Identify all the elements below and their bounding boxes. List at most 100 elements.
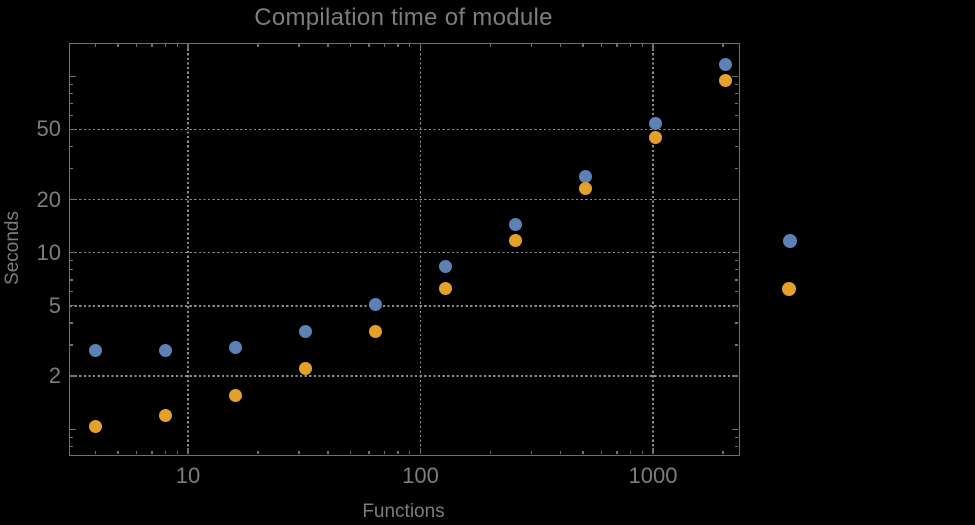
x-tick-mark: [722, 450, 724, 455]
y-tick-mark: [69, 305, 76, 307]
y-tick-label: 5: [48, 292, 61, 318]
data-point-series-1: [88, 343, 102, 357]
x-tick-mark: [176, 43, 178, 48]
x-tick-mark: [349, 450, 352, 455]
y-tick-mark: [734, 83, 739, 85]
gridline-vertical: [652, 43, 654, 455]
data-point-series-1: [718, 58, 732, 72]
x-tick-mark: [368, 450, 370, 455]
y-tick-mark: [69, 252, 76, 254]
y-tick-label: 20: [36, 186, 61, 212]
x-tick-mark: [530, 43, 533, 48]
data-point-series-2: [88, 420, 102, 434]
x-tick-mark: [349, 43, 352, 48]
y-tick-mark: [69, 145, 74, 148]
chart-title: Compilation time of module: [254, 4, 553, 31]
x-tick-mark: [257, 450, 259, 455]
y-tick-mark: [734, 167, 739, 170]
gridline-vertical: [419, 43, 422, 455]
y-tick-mark: [69, 83, 74, 85]
y-tick-mark: [734, 436, 739, 438]
y-tick-mark: [732, 75, 739, 77]
gridline-horizontal: [69, 128, 739, 131]
data-point-series-1: [368, 297, 382, 311]
x-tick-mark: [135, 43, 137, 48]
x-tick-mark: [164, 43, 167, 48]
x-tick-mark: [629, 43, 632, 48]
data-point-series-2: [508, 233, 522, 247]
x-tick-mark: [368, 43, 370, 48]
x-tick-mark: [327, 43, 329, 48]
data-point-series-1: [438, 259, 452, 273]
x-tick-mark: [582, 450, 584, 455]
x-tick-mark: [117, 43, 119, 48]
x-tick-mark: [176, 450, 178, 455]
y-tick-mark: [732, 305, 739, 307]
data-point-series-1: [578, 170, 592, 184]
y-tick-mark: [734, 344, 739, 346]
x-tick-mark: [383, 450, 386, 455]
legend-marker-series-1: [783, 234, 797, 248]
y-tick-mark: [734, 322, 739, 324]
y-tick-mark: [734, 291, 739, 293]
y-tick-mark: [732, 128, 739, 130]
y-tick-mark: [732, 428, 739, 430]
x-tick-mark: [409, 450, 411, 455]
y-tick-mark: [69, 128, 76, 130]
x-tick-mark: [616, 450, 618, 455]
x-tick-mark: [489, 450, 492, 455]
y-tick-mark: [734, 279, 739, 281]
y-tick-mark: [732, 375, 739, 377]
y-tick-mark: [734, 145, 739, 148]
data-point-series-2: [438, 281, 452, 295]
gridline-horizontal: [69, 305, 739, 307]
x-tick-mark: [117, 450, 119, 455]
x-tick-mark: [652, 448, 654, 455]
x-tick-mark: [582, 43, 584, 48]
y-tick-mark: [69, 167, 74, 170]
y-tick-mark: [69, 322, 74, 324]
data-point-series-2: [648, 130, 662, 144]
y-tick-label: 10: [36, 239, 61, 265]
x-tick-mark: [641, 43, 643, 48]
y-tick-mark: [69, 344, 74, 346]
data-point-series-1: [648, 116, 662, 130]
data-point-series-2: [578, 182, 592, 196]
y-tick-mark: [732, 198, 739, 201]
x-tick-mark: [530, 450, 533, 455]
gridline-vertical: [187, 43, 189, 455]
x-tick-mark: [397, 450, 399, 455]
y-tick-mark: [69, 102, 74, 105]
y-tick-mark: [69, 114, 74, 116]
x-tick-mark: [600, 450, 602, 455]
x-tick-mark: [187, 43, 189, 50]
x-tick-mark: [151, 450, 153, 455]
x-tick-mark: [722, 43, 724, 48]
x-tick-mark: [409, 43, 411, 48]
data-point-series-2: [298, 362, 312, 376]
y-tick-mark: [69, 198, 76, 201]
x-tick-mark: [257, 43, 259, 48]
y-tick-mark: [69, 436, 74, 438]
x-tick-mark: [641, 450, 643, 455]
data-point-series-2: [368, 324, 382, 338]
x-tick-mark: [94, 43, 97, 48]
y-tick-mark: [734, 269, 739, 271]
x-tick-mark: [151, 43, 153, 48]
x-tick-mark: [419, 43, 422, 50]
plot-frame: [68, 42, 740, 456]
gridline-horizontal: [69, 375, 739, 377]
y-tick-mark: [69, 375, 76, 377]
y-tick-label: 50: [36, 116, 61, 142]
data-point-series-1: [158, 343, 172, 357]
data-point-series-1: [508, 217, 522, 231]
y-tick-mark: [69, 428, 76, 430]
x-tick-mark: [164, 450, 167, 455]
legend-marker-series-2: [782, 282, 796, 296]
y-tick-label: 2: [48, 363, 61, 389]
y-tick-mark: [732, 252, 739, 254]
x-tick-mark: [327, 450, 329, 455]
x-tick-mark: [94, 450, 97, 455]
y-tick-mark: [69, 279, 74, 281]
